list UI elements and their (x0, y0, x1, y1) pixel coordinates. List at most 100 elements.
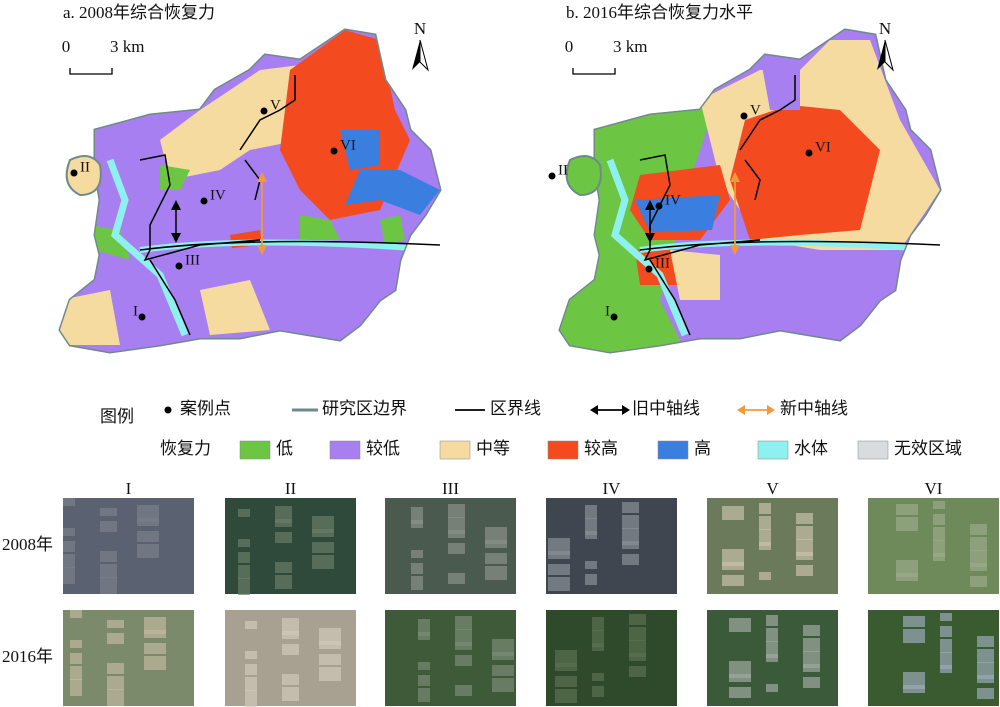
photo-texture (100, 521, 117, 532)
map-title: b. 2016年综合恢复力水平 (566, 3, 753, 22)
photo-texture (759, 529, 771, 546)
photo-texture (548, 564, 570, 575)
site-label: V (750, 102, 761, 118)
photo-row-label: 2016年 (2, 647, 53, 666)
photo-texture (63, 541, 75, 552)
photo-texture (238, 578, 250, 595)
photo-texture (455, 616, 472, 630)
photo-texture (100, 577, 117, 594)
site-label: I (133, 303, 138, 319)
case-site (330, 147, 338, 155)
photo-texture (766, 684, 778, 692)
photo-texture (585, 574, 597, 585)
photo-texture (803, 638, 820, 652)
photo-texture (485, 527, 507, 544)
legend-swatch (857, 440, 889, 460)
scale-distance: 3 km (110, 37, 144, 56)
photo-texture (803, 651, 820, 668)
photo-texture (970, 550, 987, 567)
photo-row-label: 2008年 (2, 535, 53, 554)
site-label: VI (340, 137, 356, 153)
photo-texture (63, 528, 75, 536)
photo-texture (319, 667, 341, 681)
photo-texture (282, 687, 299, 701)
photo-texture (722, 575, 744, 586)
photo-texture (796, 565, 813, 576)
photo-texture (729, 618, 751, 632)
photo-texture (137, 544, 159, 558)
legend-symbol-label: 旧中轴线 (632, 399, 700, 418)
photo-texture (63, 567, 75, 584)
photo-texture (796, 513, 813, 524)
photo-texture (238, 565, 250, 579)
legend-class-label: 较低 (366, 439, 400, 458)
photo-texture (766, 641, 778, 658)
photo-texture (977, 688, 994, 699)
resilience-zones (60, 30, 440, 352)
photo-texture (759, 516, 771, 530)
legend-swatch (439, 440, 471, 460)
photo-texture (585, 518, 597, 535)
photo-texture (319, 628, 341, 645)
legend-class-label: 较高 (584, 439, 618, 458)
photo-texture (411, 563, 423, 574)
photo-texture (275, 532, 292, 543)
photo-texture (70, 653, 82, 664)
satellite-photo (63, 498, 194, 594)
photo-texture (144, 643, 166, 654)
photo-texture (492, 639, 514, 656)
legend-resilience-title: 恢复力 (160, 439, 211, 458)
photo-texture (238, 509, 250, 517)
photo-texture (903, 629, 925, 643)
photo-texture (245, 690, 257, 707)
photo-texture (933, 527, 945, 541)
legend-class-label: 低 (276, 439, 293, 458)
photo-column-label: V (766, 479, 779, 498)
photo-texture (245, 677, 257, 691)
photo-texture (282, 674, 299, 685)
case-site (548, 172, 556, 180)
photo-texture (622, 502, 639, 513)
photo-texture (896, 517, 918, 531)
photo-texture (629, 640, 646, 657)
legend-symbol-label: 案例点 (180, 399, 231, 418)
case-site (175, 262, 183, 270)
resilience-zones (560, 30, 940, 352)
photo-texture (896, 504, 918, 515)
legend-swatch (757, 440, 789, 460)
legend-symbol-label: 新中轴线 (780, 399, 848, 418)
legend-swatch (239, 440, 271, 460)
photo-texture (238, 539, 250, 547)
north-arrow-label: N (879, 19, 891, 38)
photo-texture (485, 553, 507, 564)
legend-class-label: 水体 (794, 439, 828, 458)
case-site (655, 202, 663, 210)
photo-texture (903, 616, 925, 627)
photo-texture (592, 673, 604, 681)
legend-class-label: 无效区域 (894, 439, 962, 458)
photo-texture (107, 663, 124, 674)
photo-texture (492, 678, 514, 692)
legend-symbols (164, 405, 775, 415)
photo-texture (319, 654, 341, 665)
photo-texture (796, 526, 813, 540)
case-site (200, 197, 208, 205)
photo-texture (940, 613, 952, 621)
photo-texture (312, 516, 334, 533)
photo-texture (312, 542, 334, 553)
photo-texture (977, 649, 994, 663)
photo-texture (418, 688, 430, 702)
photo-texture (312, 555, 334, 569)
photo-texture (275, 575, 292, 589)
photo-texture (70, 679, 82, 696)
photo-texture (903, 672, 925, 689)
photo-texture (592, 686, 604, 697)
photo-texture (100, 508, 117, 516)
photo-texture (137, 505, 159, 522)
photo-texture (100, 564, 117, 578)
photo-texture (548, 577, 570, 591)
legend-title: 图例 (100, 407, 134, 426)
photo-texture (245, 651, 257, 659)
photo-texture (722, 506, 744, 520)
photo-texture (485, 566, 507, 580)
